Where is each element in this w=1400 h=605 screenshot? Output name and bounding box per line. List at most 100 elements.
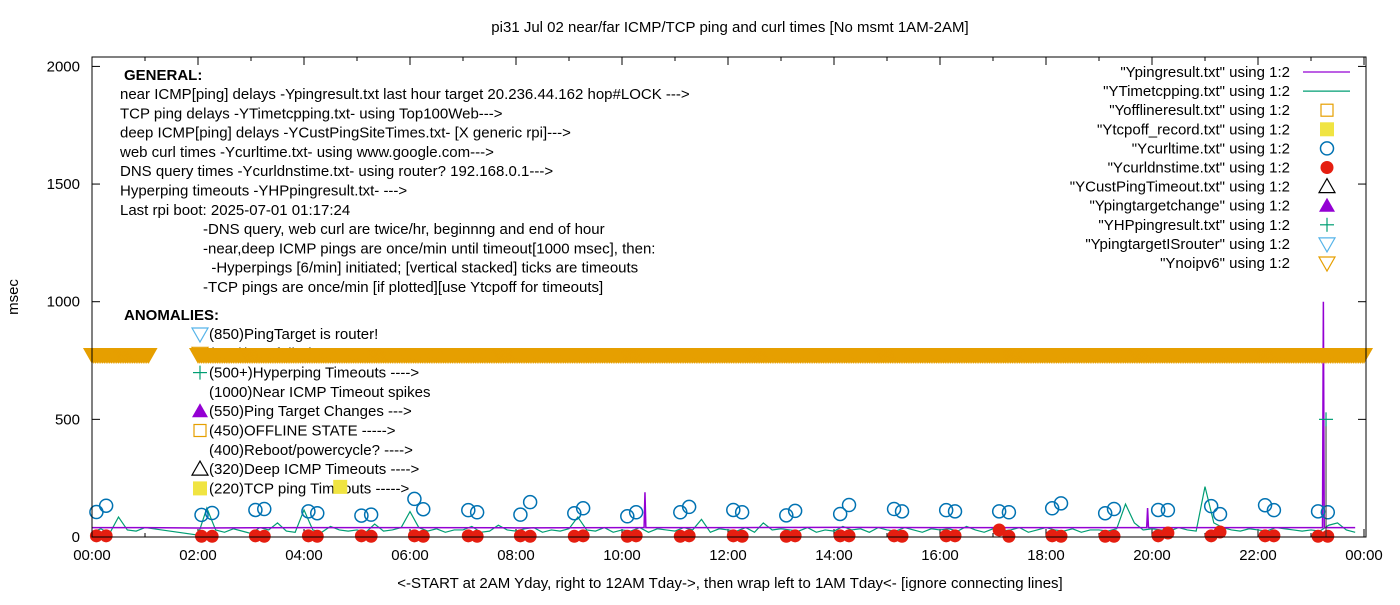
x-tick-label: 20:00 bbox=[1133, 547, 1171, 564]
legend: "Ypingresult.txt" using 1:2 "YTimetcpping… bbox=[1070, 64, 1350, 273]
legend-open-circle-icon bbox=[1319, 141, 1335, 156]
legend-label: "Ycurltime.txt" using 1:2 bbox=[1132, 140, 1290, 157]
open-circle-marker bbox=[734, 505, 750, 520]
curl-time-point bbox=[1257, 497, 1273, 513]
open-down-triangle-marker bbox=[190, 327, 210, 344]
dns-time-point bbox=[257, 529, 271, 543]
curl-time-point bbox=[1097, 505, 1113, 521]
filled-circle-marker bbox=[629, 529, 643, 543]
general-note: -Hyperpings [6/min] initiated; [vertical… bbox=[203, 260, 638, 277]
open-triangle-marker bbox=[1317, 177, 1337, 194]
general-line: DNS query times -Ycurldnstime.txt- using… bbox=[120, 163, 553, 180]
curl-time-point bbox=[363, 507, 379, 522]
dns-time-point bbox=[1213, 525, 1227, 539]
general-heading: GENERAL: bbox=[124, 67, 202, 84]
open-circle-marker bbox=[1044, 501, 1060, 516]
general-line: near ICMP[ping] delays -Ypingresult.txt … bbox=[120, 86, 690, 103]
dns-time-point bbox=[735, 529, 749, 543]
filled-circle-marker bbox=[895, 529, 909, 543]
annotations: GENERAL: near ICMP[ping] delays -Ypingres… bbox=[119, 67, 690, 497]
x-tick-label: 00:00 bbox=[1345, 547, 1383, 564]
y-axis-label: msec bbox=[5, 279, 22, 315]
open-circle-marker bbox=[194, 507, 209, 523]
dns-time-point bbox=[354, 529, 368, 543]
open-circle-marker bbox=[779, 508, 794, 523]
open-circle-marker bbox=[1320, 505, 1336, 520]
curl-time-point bbox=[522, 494, 538, 510]
dns-time-point bbox=[310, 529, 324, 543]
curl-time-point bbox=[1160, 502, 1176, 518]
anomaly-key-open-triangle-icon bbox=[190, 459, 210, 476]
open-circle-marker bbox=[567, 505, 582, 521]
general-line: TCP ping delays -YTimetcpping.txt- using… bbox=[120, 105, 503, 122]
x-tick-label: 16:00 bbox=[921, 547, 959, 564]
curl-time-point bbox=[991, 504, 1007, 519]
filled-circle-marker bbox=[523, 529, 537, 543]
curl-time-point bbox=[354, 508, 369, 523]
y-tick-label: 2000 bbox=[47, 58, 80, 75]
legend-label: "YpingtargetISrouter" using 1:2 bbox=[1085, 236, 1290, 253]
legend-plus-icon bbox=[1320, 217, 1334, 232]
filled-square-marker bbox=[1320, 122, 1334, 137]
dns-time-point bbox=[1002, 529, 1016, 543]
x-tick-label: 04:00 bbox=[285, 547, 323, 564]
open-circle-marker bbox=[363, 507, 379, 522]
axes: 0 500 1000 1500 2000 00:00 02:00 04:00 06:00 08:0… bbox=[47, 57, 1383, 564]
open-circle-marker bbox=[787, 503, 803, 519]
legend-label: "Yofflineresult.txt" using 1:2 bbox=[1109, 102, 1290, 119]
general-line: Hyperping timeouts -YHPpingresult.txt- -… bbox=[120, 183, 407, 200]
open-circle-marker bbox=[841, 497, 857, 513]
general-note: -DNS query, web curl are twice/hr, begin… bbox=[203, 221, 605, 238]
curl-time-point bbox=[257, 501, 272, 517]
general-note: -near,deep ICMP pings are once/min until… bbox=[203, 240, 655, 257]
filled-square-marker bbox=[193, 481, 207, 496]
legend-label: "Ycurldnstime.txt" using 1:2 bbox=[1108, 160, 1290, 177]
hyperping-point bbox=[1319, 412, 1334, 427]
general-line: web curl times -Ycurltime.txt- using www… bbox=[119, 144, 494, 161]
open-circle-marker bbox=[894, 504, 910, 519]
curl-time-point bbox=[681, 499, 697, 515]
dns-time-point bbox=[948, 529, 962, 543]
x-tick-label: 10:00 bbox=[603, 547, 641, 564]
filled-circle-marker bbox=[205, 529, 219, 543]
dns-time-point bbox=[205, 529, 219, 543]
open-circle-marker bbox=[1053, 496, 1069, 511]
anomalies-heading: ANOMALIES: bbox=[124, 307, 219, 324]
curl-time-point bbox=[628, 505, 644, 520]
general-line: deep ICMP[ping] delays -YCustPingSiteTim… bbox=[120, 125, 571, 142]
open-circle-marker bbox=[1310, 504, 1326, 519]
open-circle-marker bbox=[1257, 497, 1273, 513]
anomaly-item: (450)OFFLINE STATE -----> bbox=[209, 423, 396, 440]
open-circle-marker bbox=[1212, 506, 1228, 522]
filled-circle-marker bbox=[842, 529, 856, 543]
legend-label: "Ypingtargetchange" using 1:2 bbox=[1089, 198, 1290, 215]
dns-time-point bbox=[1267, 529, 1281, 543]
open-circle-marker bbox=[628, 505, 644, 520]
curl-time-point bbox=[310, 505, 325, 521]
open-down-triangle-marker bbox=[1317, 237, 1337, 254]
filled-circle-marker bbox=[354, 529, 368, 543]
x-axis-label: <-START at 2AM Yday, right to 12AM Tday-… bbox=[397, 575, 1062, 592]
dns-time-point bbox=[1107, 529, 1121, 543]
filled-circle-marker bbox=[364, 529, 378, 543]
legend-open-down-triangle-icon bbox=[1317, 237, 1337, 254]
anomaly-item: (220)TCP ping Timeouts -----> bbox=[209, 480, 409, 497]
noipv6-point bbox=[139, 348, 158, 364]
open-circle-marker bbox=[301, 504, 316, 519]
legend-label: "Ypingresult.txt" using 1:2 bbox=[1120, 64, 1290, 81]
y-tick-label: 500 bbox=[55, 411, 80, 428]
open-circle-marker bbox=[1001, 505, 1017, 520]
curl-time-point bbox=[894, 504, 910, 519]
x-tick-label: 14:00 bbox=[815, 547, 853, 564]
open-circle-marker bbox=[938, 502, 954, 518]
open-square-marker bbox=[1320, 103, 1334, 117]
open-circle-marker bbox=[886, 501, 902, 517]
dns-time-point bbox=[513, 529, 527, 543]
filled-circle-marker bbox=[1213, 525, 1227, 539]
open-circle-marker bbox=[1203, 498, 1219, 514]
curl-time-point bbox=[841, 497, 857, 513]
open-circle-marker bbox=[513, 507, 528, 522]
dns-time-point bbox=[195, 529, 209, 543]
filled-circle-marker bbox=[682, 529, 696, 543]
